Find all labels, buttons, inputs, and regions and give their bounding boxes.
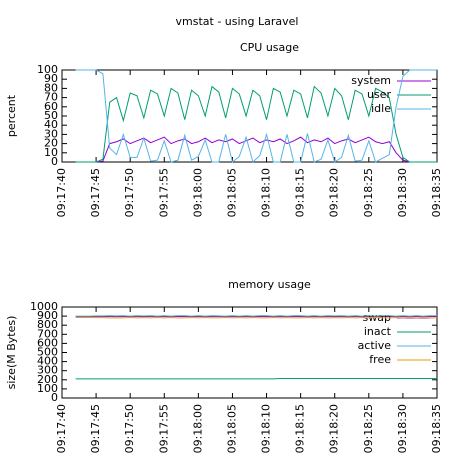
x-tick-label: 09:18:15 <box>294 168 307 217</box>
y-tick-label: 10 <box>44 146 58 159</box>
y-tick-label: 200 <box>37 373 58 386</box>
x-tick-label: 09:18:35 <box>430 168 443 217</box>
x-tick-label: 09:18:20 <box>328 168 341 217</box>
x-tick-label: 09:18:05 <box>225 168 238 217</box>
y-tick-label: 50 <box>44 109 58 122</box>
x-tick-label: 09:17:55 <box>157 404 170 453</box>
y-tick-label: 100 <box>37 63 58 76</box>
y-axis-label: percent <box>5 94 18 137</box>
y-tick-label: 0 <box>51 391 58 404</box>
y-tick-label: 40 <box>44 118 58 131</box>
chart-title: memory usage <box>228 278 311 291</box>
y-tick-label: 60 <box>44 100 58 113</box>
y-tick-label: 400 <box>37 355 58 368</box>
y-tick-label: 80 <box>44 81 58 94</box>
y-tick-label: 900 <box>37 309 58 322</box>
x-tick-label: 09:18:25 <box>362 168 375 217</box>
series-line <box>75 69 437 163</box>
x-tick-label: 09:18:00 <box>191 404 204 453</box>
x-tick-label: 09:18:20 <box>328 404 341 453</box>
x-tick-label: 09:18:30 <box>396 404 409 453</box>
x-tick-label: 09:17:50 <box>123 404 136 453</box>
y-tick-label: 700 <box>37 327 58 340</box>
y-tick-label: 800 <box>37 318 58 331</box>
legend-label: inact <box>364 325 392 338</box>
x-tick-label: 09:18:25 <box>362 404 375 453</box>
y-tick-label: 500 <box>37 346 58 359</box>
y-tick-label: 1000 <box>30 300 58 313</box>
x-tick-label: 09:18:10 <box>260 168 273 217</box>
y-tick-label: 90 <box>44 72 58 85</box>
y-axis-label: size(M Bytes) <box>5 316 18 390</box>
y-tick-label: 300 <box>37 364 58 377</box>
y-tick-label: 0 <box>51 155 58 168</box>
legend-label: active <box>358 339 392 352</box>
legend-label: system <box>351 74 391 87</box>
series-line <box>75 85 437 163</box>
chart-title: CPU usage <box>240 41 299 54</box>
x-tick-label: 09:18:05 <box>225 404 238 453</box>
legend-label: user <box>367 88 391 101</box>
series-line <box>75 136 437 163</box>
y-tick-label: 600 <box>37 336 58 349</box>
legend-label: idle <box>371 102 391 115</box>
x-tick-label: 09:18:15 <box>294 404 307 453</box>
x-tick-label: 09:17:40 <box>55 404 68 453</box>
x-tick-label: 09:17:50 <box>123 168 136 217</box>
x-tick-label: 09:18:10 <box>260 404 273 453</box>
x-tick-label: 09:17:55 <box>157 168 170 217</box>
y-tick-label: 70 <box>44 91 58 104</box>
x-tick-label: 09:18:35 <box>430 404 443 453</box>
x-tick-label: 09:18:00 <box>191 168 204 217</box>
y-tick-label: 30 <box>44 127 58 140</box>
legend-label: free <box>369 353 391 366</box>
x-tick-label: 09:18:30 <box>396 168 409 217</box>
y-tick-label: 100 <box>37 382 58 395</box>
y-tick-label: 20 <box>44 137 58 150</box>
x-tick-label: 09:17:45 <box>89 168 102 217</box>
x-tick-label: 09:17:45 <box>89 404 102 453</box>
page-title: vmstat - using Laravel <box>176 15 299 28</box>
x-tick-label: 09:17:40 <box>55 168 68 217</box>
